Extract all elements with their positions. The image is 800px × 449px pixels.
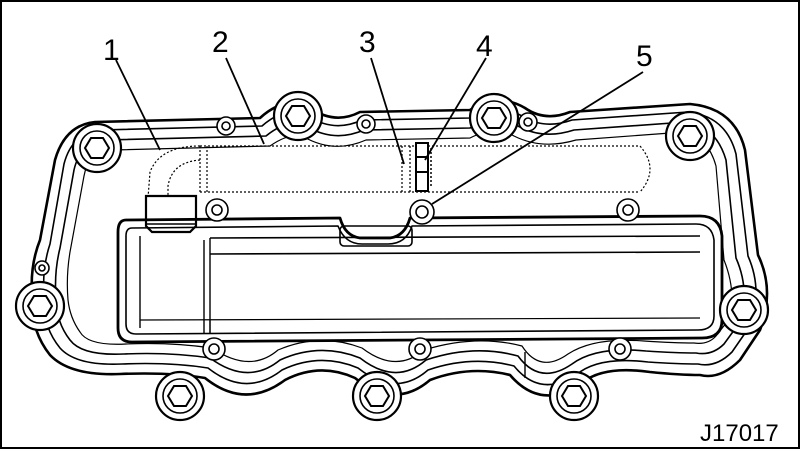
bolt-top-right-corner xyxy=(664,110,716,162)
leader-3 xyxy=(370,57,405,165)
leader-5 xyxy=(431,71,644,205)
boss-top-b xyxy=(356,114,376,134)
callout-1: 1 xyxy=(103,34,120,67)
cover-outline xyxy=(30,99,769,397)
boss-top-c xyxy=(518,112,538,132)
breather-box xyxy=(116,214,724,344)
bolt-right-side xyxy=(718,284,770,336)
cover-bolts xyxy=(14,90,770,422)
callout-2: 2 xyxy=(212,26,229,59)
boss-5-fastener xyxy=(409,199,435,225)
figure-id-label: J17017 xyxy=(700,420,779,447)
bolt-bottom-2 xyxy=(351,370,403,422)
hidden-tube xyxy=(147,145,651,199)
boss-left-tab xyxy=(34,260,50,276)
boss-top-a xyxy=(216,116,236,136)
callout-5: 5 xyxy=(636,40,653,73)
bolt-left-side xyxy=(14,280,66,332)
bolt-bottom-1 xyxy=(154,370,206,422)
leader-2 xyxy=(225,57,265,145)
boss-4 xyxy=(202,337,226,361)
callout-3: 3 xyxy=(359,26,376,59)
tube-clamp xyxy=(415,142,432,192)
boss-1 xyxy=(205,198,229,222)
small-bosses xyxy=(34,112,640,361)
leader-1 xyxy=(115,59,161,151)
elbow-fitting xyxy=(144,194,198,234)
bolt-top-2 xyxy=(272,90,324,142)
bolt-top-3 xyxy=(468,92,520,144)
boss-3 xyxy=(616,198,640,222)
boss-6 xyxy=(608,337,632,361)
bolt-bottom-3 xyxy=(548,370,600,422)
leader-lines xyxy=(115,57,644,205)
boss-5 xyxy=(408,337,432,361)
leader-4 xyxy=(424,57,487,161)
bolt-top-left-corner xyxy=(71,122,123,174)
callout-4: 4 xyxy=(476,30,493,63)
